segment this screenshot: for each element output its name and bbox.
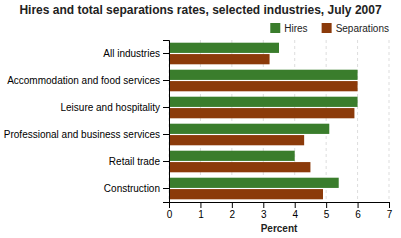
bar	[169, 178, 339, 188]
bar	[169, 43, 279, 53]
x-tick-label: 0	[167, 209, 173, 220]
bar	[169, 189, 323, 199]
bar	[169, 135, 304, 145]
y-tick: All industries	[103, 48, 169, 59]
x-tick: 6	[355, 202, 361, 220]
x-tick-label: 7	[387, 209, 393, 220]
legend-swatch	[322, 23, 332, 33]
bar	[169, 162, 310, 172]
bar	[169, 108, 354, 118]
x-tick: 3	[261, 202, 267, 220]
grid	[169, 40, 389, 202]
legend-item: Separations	[322, 23, 389, 34]
y-tick-label: Construction	[104, 183, 160, 194]
x-tick-label: 3	[261, 209, 267, 220]
bar	[169, 151, 295, 161]
x-tick-label: 2	[230, 209, 236, 220]
x-tick: 1	[198, 202, 204, 220]
x-tick-mark	[358, 202, 359, 208]
x-tick-label: 5	[324, 209, 330, 220]
series	[169, 54, 358, 199]
x-tick: 4	[292, 202, 298, 220]
x-tick-label: 4	[292, 209, 298, 220]
grid-line	[389, 40, 390, 202]
legend-item: Hires	[270, 23, 307, 34]
legend-swatch	[270, 23, 280, 33]
grid-line	[357, 40, 358, 202]
y-tick: Construction	[104, 183, 169, 194]
x-axis: 0 1 2 3 4 5 6 7	[167, 202, 393, 220]
x-tick: 2	[230, 202, 236, 220]
x-tick: 0	[167, 202, 173, 220]
x-tick-mark	[263, 202, 264, 208]
y-tick-mark	[163, 107, 169, 108]
chart: Hires and total separations rates, selec…	[0, 0, 401, 238]
bar	[169, 54, 270, 64]
x-tick-mark	[295, 202, 296, 208]
legend-label: Separations	[336, 23, 389, 34]
x-tick-mark	[389, 202, 390, 208]
bars	[169, 43, 358, 200]
y-tick-mark	[163, 53, 169, 54]
legend: Hires Separations	[270, 23, 389, 34]
y-tick-label: Retail trade	[109, 156, 161, 167]
x-tick-mark	[326, 202, 327, 208]
legend-label: Hires	[284, 23, 307, 34]
bar	[169, 81, 358, 91]
series	[169, 43, 358, 188]
x-tick: 7	[387, 202, 393, 220]
y-tick-mark	[163, 188, 169, 189]
x-axis-line	[170, 203, 390, 209]
bar	[169, 97, 358, 107]
y-tick-mark	[163, 80, 169, 81]
title: Hires and total separations rates, selec…	[19, 3, 381, 17]
y-tick: Retail trade	[109, 156, 169, 167]
x-tick-mark	[200, 202, 201, 208]
y-tick-label: Accommodation and food services	[7, 75, 160, 86]
x-axis-title: Percent	[261, 223, 298, 234]
y-tick-mark	[163, 134, 169, 135]
bar	[169, 70, 358, 80]
y-tick-label: Professional and business services	[4, 129, 160, 140]
y-tick-label: Leisure and hospitality	[60, 102, 160, 113]
x-tick: 5	[324, 202, 330, 220]
x-tick-mark	[232, 202, 233, 208]
y-axis-line	[163, 41, 170, 203]
y-tick-label: All industries	[103, 48, 160, 59]
y-tick-mark	[163, 161, 169, 162]
x-tick-label: 1	[198, 209, 204, 220]
bar	[169, 124, 329, 134]
y-tick: Professional and business services	[4, 129, 169, 140]
y-tick: Accommodation and food services	[7, 75, 169, 86]
y-tick: Leisure and hospitality	[60, 102, 169, 113]
x-tick-label: 6	[355, 209, 361, 220]
plot: 0 1 2 3 4 5 6 7 All industries Accommodation and …	[4, 40, 393, 220]
y-axis: All industries Accommodation and food ser…	[4, 41, 170, 203]
